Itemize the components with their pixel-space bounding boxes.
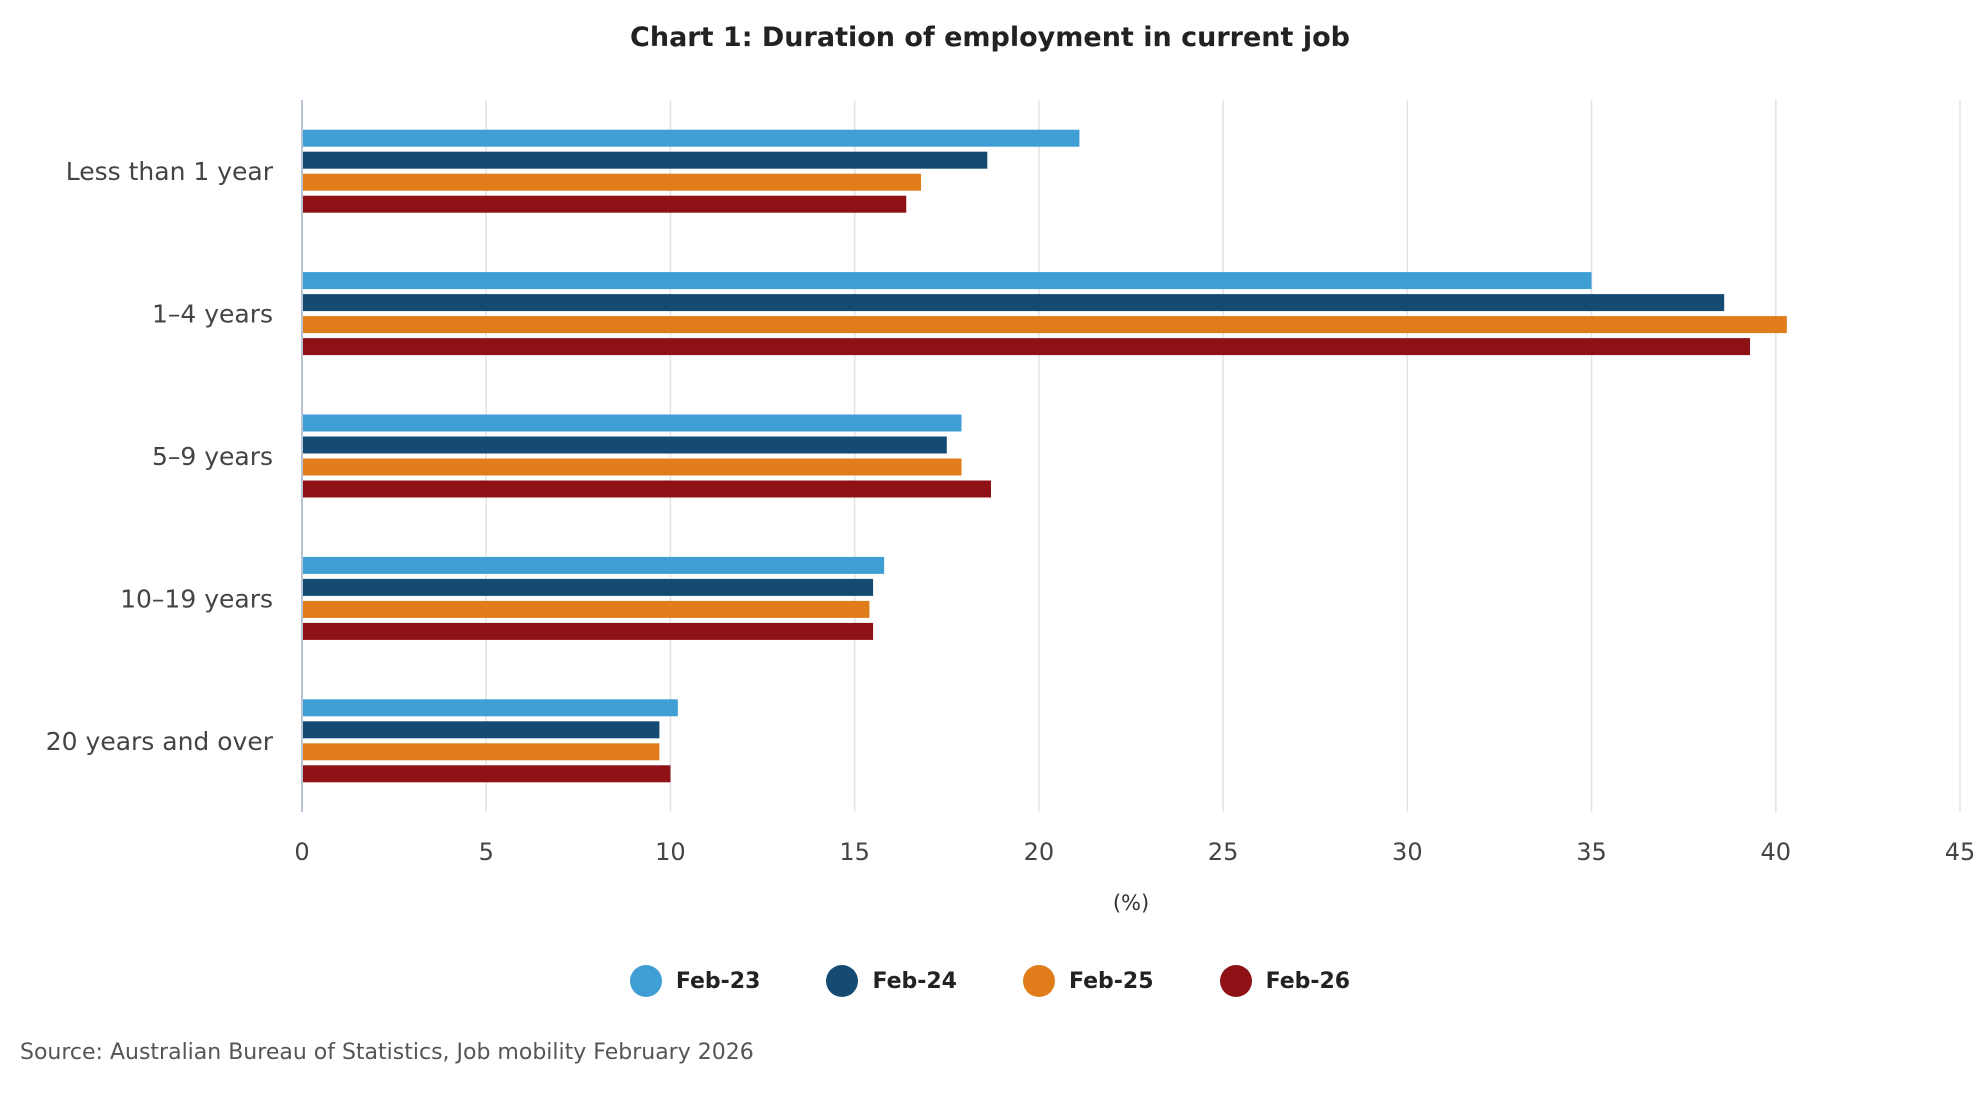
bar <box>303 173 921 191</box>
y-category-label: Less than 1 year <box>66 157 274 186</box>
x-tick-label: 0 <box>294 838 309 866</box>
x-tick-label: 25 <box>1208 838 1239 866</box>
legend-label: Feb-25 <box>1069 968 1154 994</box>
legend-label: Feb-23 <box>675 968 761 994</box>
bar <box>303 480 991 498</box>
bars <box>303 129 1787 783</box>
bar <box>303 622 874 640</box>
legend-item: Feb-24 <box>826 965 957 997</box>
x-tick-label: 20 <box>1024 838 1055 866</box>
x-tick-label: 5 <box>479 838 494 866</box>
x-tick-label: 35 <box>1576 838 1607 866</box>
bar <box>303 294 1725 312</box>
legend-item: Feb-23 <box>629 965 761 997</box>
bar <box>303 721 660 739</box>
bar <box>303 743 660 761</box>
y-category-label: 1–4 years <box>152 300 273 329</box>
x-tick-label: 45 <box>1945 838 1976 866</box>
bar <box>303 699 678 717</box>
grid-lines <box>301 100 1961 812</box>
bar <box>303 338 1750 356</box>
axes: 0 5 10 15 20 25 30 35 40 45 Less than 1 year 1–4 ye… <box>46 157 1976 866</box>
chart-title: Chart 1: Duration of employment in curre… <box>630 22 1350 53</box>
bar <box>303 151 988 169</box>
bar <box>303 195 907 213</box>
legend: Feb-23 Feb-24 Feb-25 Feb-26 <box>0 965 1980 997</box>
legend-swatch <box>629 965 662 997</box>
x-tick-label: 30 <box>1392 838 1423 866</box>
bar <box>303 129 1080 147</box>
legend-swatch <box>826 965 859 997</box>
source-note: Source: Australian Bureau of Statistics,… <box>20 1040 754 1065</box>
bar <box>303 765 671 783</box>
legend-label: Feb-24 <box>872 968 957 994</box>
bar <box>303 272 1592 290</box>
bar <box>303 414 962 432</box>
bar <box>303 600 870 618</box>
bar <box>303 316 1787 334</box>
x-axis-label: (%) <box>1113 891 1149 915</box>
x-tick-label: 40 <box>1761 838 1792 866</box>
bar <box>303 458 962 476</box>
bar <box>303 556 885 574</box>
chart-plot: 0 5 10 15 20 25 30 35 40 45 Less than 1 year 1–4 ye… <box>46 100 1976 915</box>
x-tick-label: 10 <box>655 838 686 866</box>
y-category-label: 20 years and over <box>46 727 274 756</box>
y-category-label: 5–9 years <box>152 442 273 471</box>
legend-swatch <box>1023 965 1055 997</box>
bar <box>303 436 947 454</box>
legend-item: Feb-26 <box>1219 965 1351 997</box>
legend-label: Feb-26 <box>1265 968 1351 994</box>
bar <box>303 578 874 596</box>
legend-item: Feb-25 <box>1023 965 1154 997</box>
x-tick-label: 15 <box>839 838 870 866</box>
legend-swatch <box>1219 965 1252 997</box>
y-category-label: 10–19 years <box>120 584 273 613</box>
